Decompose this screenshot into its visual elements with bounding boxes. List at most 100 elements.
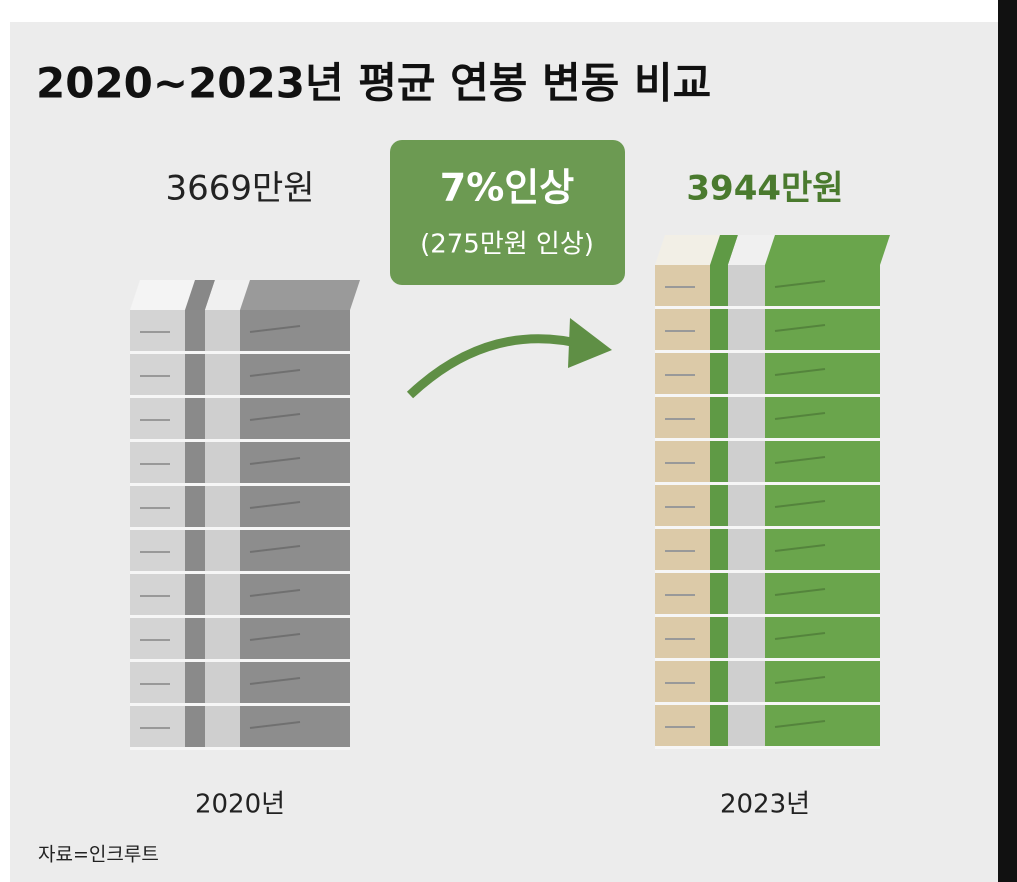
bundle-part [774, 500, 826, 508]
bundle-part [710, 617, 728, 658]
bundle-part [655, 570, 880, 573]
badge-sub: (275만원 인상) [420, 230, 594, 260]
bundle-part [240, 310, 350, 351]
bundle-part [130, 618, 185, 659]
left-amount: 3669만원 [165, 169, 314, 209]
bundle-part [249, 325, 301, 333]
bundle-part [249, 589, 301, 597]
bundle-part [185, 618, 205, 659]
bundle-part [205, 280, 250, 310]
bundle-part [130, 747, 350, 750]
source: 자료=인크루트 [38, 844, 159, 866]
bundle-part [774, 324, 826, 332]
bundle-part [765, 529, 880, 570]
bundle-part [130, 486, 185, 527]
bundle-part [728, 265, 765, 306]
bundle-part [655, 265, 710, 306]
bundle-part [710, 397, 728, 438]
bundle-part [774, 368, 826, 376]
bundle-part [130, 706, 185, 747]
bundle-part [205, 486, 240, 527]
bundle-part [185, 442, 205, 483]
bundle-part [130, 527, 350, 530]
bundle-part [765, 661, 880, 702]
bundle-part [774, 412, 826, 420]
bundle-part [240, 354, 350, 395]
right-year: 2023년 [720, 790, 810, 820]
bundle-part [130, 571, 350, 574]
bundle-part [185, 354, 205, 395]
bundle-part [185, 706, 205, 747]
bundle-part [774, 720, 826, 728]
bundle-part [774, 676, 826, 684]
bundle-part [249, 457, 301, 465]
bundle-part [130, 659, 350, 662]
bundle-part [655, 661, 710, 702]
bundle-part [240, 398, 350, 439]
left-year: 2020년 [195, 790, 285, 820]
bundle-part [655, 526, 880, 529]
bundle-part [765, 705, 880, 746]
bundle-part [130, 351, 350, 354]
bundle-part [655, 482, 880, 485]
bundle-part [728, 617, 765, 658]
bundle-part [655, 573, 710, 614]
bundle-part [130, 310, 185, 351]
bundle-part [765, 441, 880, 482]
edge [998, 0, 1017, 882]
bundle-part [185, 398, 205, 439]
bundle-part [655, 394, 880, 397]
bundle-part [710, 309, 728, 350]
bundle-part [249, 721, 301, 729]
bundle-part [240, 486, 350, 527]
bundle-part [130, 574, 185, 615]
bundle-part [710, 661, 728, 702]
bundle-part [710, 705, 728, 746]
bundle-part [655, 702, 880, 705]
bundle-part [655, 614, 880, 617]
bundle-part [205, 662, 240, 703]
bundle-part [765, 397, 880, 438]
bundle-part [765, 265, 880, 306]
bundle-part [205, 442, 240, 483]
bundle-part [249, 677, 301, 685]
bundle-part [728, 485, 765, 526]
bundle-part [205, 706, 240, 747]
bundle-part [240, 530, 350, 571]
bundle-part [655, 309, 710, 350]
arrow-head [568, 318, 612, 368]
bundle-part [774, 456, 826, 464]
bundle-part [249, 369, 301, 377]
right-amount: 3944만원 [686, 169, 843, 209]
badge [390, 140, 625, 285]
bundle-part [249, 501, 301, 509]
bundle-part [655, 746, 880, 749]
bundle-part [655, 235, 720, 265]
bundle-part [774, 280, 826, 288]
bundle-part [130, 395, 350, 398]
bundle-part [205, 310, 240, 351]
bundle-part [185, 530, 205, 571]
bundle-part [710, 441, 728, 482]
bundle-part [765, 353, 880, 394]
bundle-part [710, 235, 738, 265]
bundle-part [710, 529, 728, 570]
bundle-part [130, 530, 185, 571]
bundle-part [765, 573, 880, 614]
bundle-part [774, 588, 826, 596]
bundle-part [205, 354, 240, 395]
bundle-part [655, 353, 710, 394]
bundle-part [655, 529, 710, 570]
bundle-part [655, 397, 710, 438]
bundle-part [130, 662, 185, 703]
bundle-part [240, 662, 350, 703]
bundle-part [655, 485, 710, 526]
bundle-part [710, 573, 728, 614]
bundle-part [710, 353, 728, 394]
bundle-part [728, 529, 765, 570]
bundle-part [728, 573, 765, 614]
bundle-part [130, 398, 185, 439]
bundle-part [130, 442, 185, 483]
